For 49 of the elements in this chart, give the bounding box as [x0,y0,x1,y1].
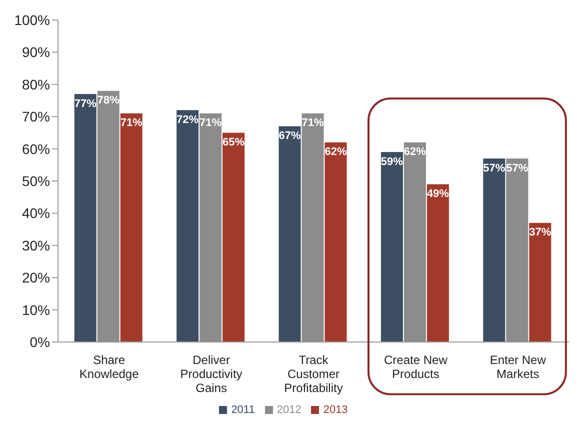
data-label: 57% [506,162,528,174]
bar [97,90,120,342]
data-label: 57% [483,162,506,174]
bar [324,142,347,342]
y-tick-label: 40% [22,205,50,222]
y-tick-label: 70% [22,108,50,125]
bar [529,222,552,342]
bar [74,94,96,342]
legend-label: 2012 [276,404,302,416]
x-tick-label: Deliver Productivity Gains [180,353,242,395]
y-tick-label: 20% [22,270,50,286]
bar [222,132,245,342]
y-tick-label: 0% [30,334,50,350]
bar [302,113,324,342]
y-tick-label: 30% [22,237,50,254]
data-label: 65% [222,136,245,149]
x-tick-label: Share Knowledge [79,353,140,381]
bar [380,152,403,342]
data-label: 62% [324,146,347,158]
data-label: 71% [302,117,324,130]
data-label: 62% [404,146,426,158]
data-label: 78% [97,94,120,107]
legend-label: 2011 [231,404,255,416]
data-label: 59% [380,156,404,168]
bar [278,126,301,342]
bar [176,110,199,342]
x-tick-label: Create New Products [384,353,448,381]
y-tick-label: 80% [22,76,50,92]
x-tick-label: Track Customer Profitability [284,353,343,395]
bar [404,142,426,342]
data-label: 37% [529,226,552,239]
data-label: 77% [74,98,97,110]
bar [483,158,506,342]
y-tick-label: 10% [22,302,50,318]
data-label: 71% [120,117,143,130]
data-label: 67% [278,130,301,142]
legend-label: 2013 [323,404,348,416]
y-tick-label: 50% [22,172,50,189]
y-tick-label: 60% [22,140,50,157]
data-label: 49% [426,188,450,200]
bar [506,158,528,342]
data-label: 72% [176,114,199,126]
bar [200,113,222,342]
data-label: 71% [200,117,222,130]
bar [120,113,142,342]
bar [426,184,449,342]
x-tick-label: Enter New Markets [490,353,546,381]
y-tick-label: 100% [14,12,50,28]
y-tick-label: 90% [22,44,50,60]
